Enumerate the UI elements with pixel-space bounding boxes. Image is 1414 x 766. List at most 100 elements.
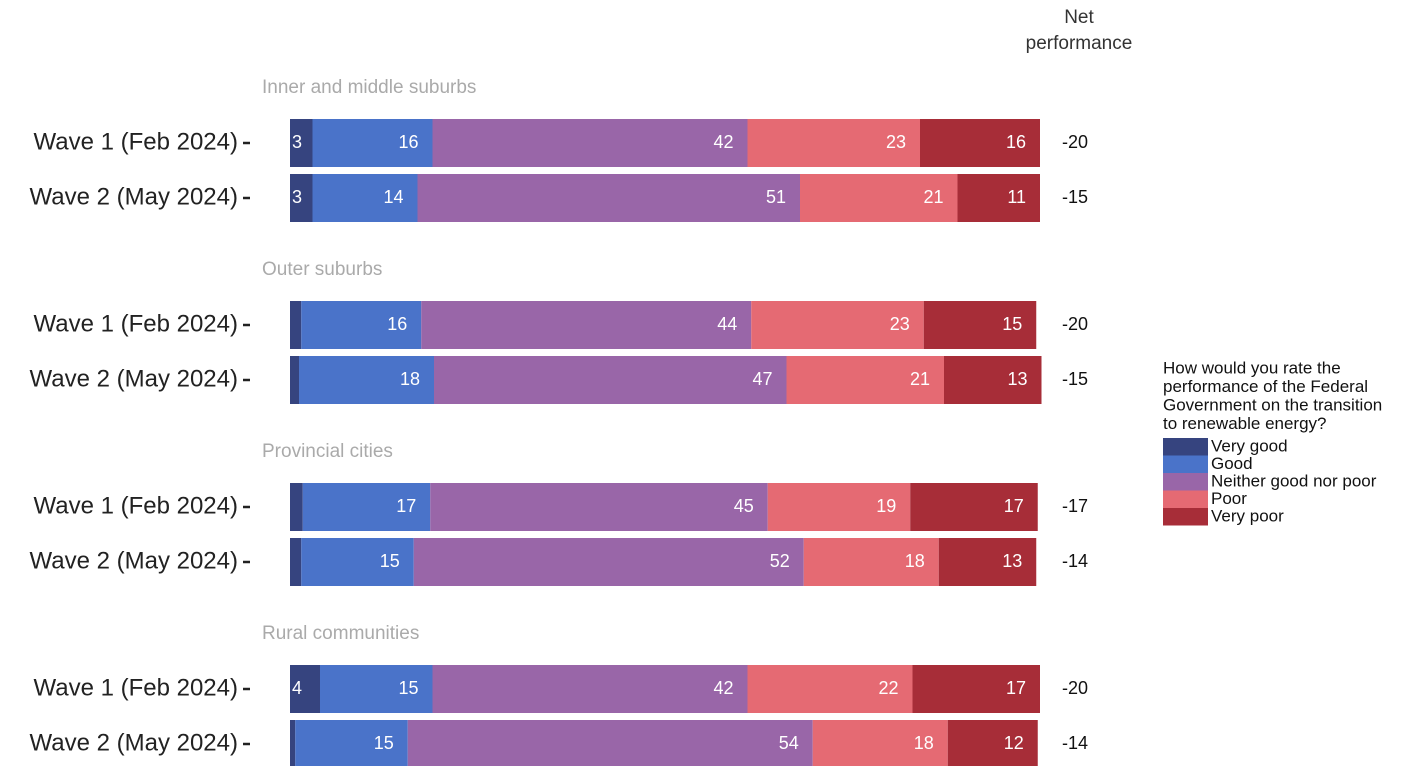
- bar-segment: [421, 301, 752, 349]
- y-tick-label: Wave 1 (Feb 2024): [33, 492, 238, 519]
- legend-title: How would you rate the: [1163, 358, 1341, 377]
- net-value: -20: [1062, 132, 1088, 152]
- data-label: 17: [396, 496, 416, 516]
- y-tick-label: Wave 2 (May 2024): [29, 547, 238, 574]
- data-label: 17: [1004, 496, 1024, 516]
- bar-segment: [800, 174, 958, 222]
- bar-segment: [767, 483, 911, 531]
- data-label: 19: [876, 496, 896, 516]
- data-label: 12: [1004, 733, 1024, 753]
- data-label: 42: [713, 678, 733, 698]
- bar-segment: [290, 301, 302, 349]
- bar-segment: [430, 483, 768, 531]
- data-label: 54: [779, 733, 799, 753]
- panel-title: Inner and middle suburbs: [262, 77, 476, 98]
- bar-segment: [432, 119, 748, 167]
- data-label: 47: [752, 369, 772, 389]
- legend-swatch: [1163, 490, 1208, 508]
- bar-segment: [920, 119, 1040, 167]
- bar-segment: [290, 119, 313, 167]
- data-label: 4: [292, 678, 302, 698]
- net-value: -20: [1062, 678, 1088, 698]
- data-label: 18: [905, 551, 925, 571]
- bar-segment: [812, 720, 948, 766]
- bar-segment: [944, 356, 1042, 404]
- bar-segment: [912, 665, 1040, 713]
- data-label: 21: [910, 369, 930, 389]
- panel-title: Rural communities: [262, 623, 419, 644]
- bar-segment: [407, 720, 813, 766]
- data-label: 18: [914, 733, 934, 753]
- bar-segment: [786, 356, 944, 404]
- bar-segment: [417, 174, 800, 222]
- bar-segment: [434, 356, 787, 404]
- data-label: 45: [734, 496, 754, 516]
- bar-segment: [747, 665, 913, 713]
- net-value: -14: [1062, 551, 1088, 571]
- data-label: 21: [923, 187, 943, 207]
- data-label: 22: [878, 678, 898, 698]
- bar-segment: [290, 720, 296, 766]
- data-label: 15: [380, 551, 400, 571]
- bar-segment: [747, 119, 920, 167]
- data-label: 18: [400, 369, 420, 389]
- bar-segment: [290, 356, 299, 404]
- net-title: Net: [1064, 7, 1094, 28]
- y-tick-label: Wave 2 (May 2024): [29, 183, 238, 210]
- net-value: -15: [1062, 369, 1088, 389]
- bar-segment: [320, 665, 433, 713]
- bar-segment: [290, 174, 313, 222]
- data-label: 3: [292, 132, 302, 152]
- net-value: -15: [1062, 187, 1088, 207]
- net-title: performance: [1026, 33, 1133, 54]
- bar-segment: [299, 356, 434, 404]
- bar-segment: [295, 720, 408, 766]
- bar-segment: [923, 301, 1037, 349]
- bar-segment: [312, 119, 433, 167]
- data-label: 15: [374, 733, 394, 753]
- legend-title: to renewable energy?: [1163, 414, 1327, 433]
- legend-title: Government on the transition: [1163, 395, 1382, 414]
- legend-swatch: [1163, 455, 1208, 473]
- bar-segment: [290, 538, 302, 586]
- data-label: 14: [383, 187, 403, 207]
- bar-segment: [413, 538, 804, 586]
- bar-segment: [432, 665, 748, 713]
- y-tick-label: Wave 1 (Feb 2024): [33, 310, 238, 337]
- data-label: 13: [1002, 551, 1022, 571]
- data-label: 16: [387, 314, 407, 334]
- y-tick-label: Wave 1 (Feb 2024): [33, 674, 238, 701]
- data-label: 23: [886, 132, 906, 152]
- data-label: 17: [1006, 678, 1026, 698]
- y-tick-label: Wave 1 (Feb 2024): [33, 128, 238, 155]
- data-label: 23: [890, 314, 910, 334]
- bar-segment: [957, 174, 1040, 222]
- panel-title: Outer suburbs: [262, 259, 382, 280]
- legend-swatch: [1163, 438, 1208, 456]
- legend-label: Very poor: [1211, 506, 1284, 525]
- legend-swatch: [1163, 508, 1208, 526]
- y-tick-label: Wave 2 (May 2024): [29, 365, 238, 392]
- bar-segment: [947, 720, 1038, 766]
- bar-segment: [751, 301, 924, 349]
- data-label: 15: [1002, 314, 1022, 334]
- bar-segment: [803, 538, 939, 586]
- data-label: 42: [713, 132, 733, 152]
- data-label: 44: [717, 314, 737, 334]
- panel-title: Provincial cities: [262, 441, 393, 462]
- data-label: 13: [1007, 369, 1027, 389]
- legend-title: performance of the Federal: [1163, 377, 1368, 396]
- legend-label: Good: [1211, 454, 1253, 473]
- bar-segment: [910, 483, 1038, 531]
- bar-segment: [301, 538, 414, 586]
- data-label: 3: [292, 187, 302, 207]
- legend-label: Poor: [1211, 489, 1247, 508]
- net-value: -17: [1062, 496, 1088, 516]
- data-label: 51: [766, 187, 786, 207]
- bar-segment: [290, 665, 320, 713]
- data-label: 11: [1007, 187, 1026, 207]
- legend-label: Very good: [1211, 436, 1288, 455]
- net-value: -14: [1062, 733, 1088, 753]
- legend-swatch: [1163, 473, 1208, 491]
